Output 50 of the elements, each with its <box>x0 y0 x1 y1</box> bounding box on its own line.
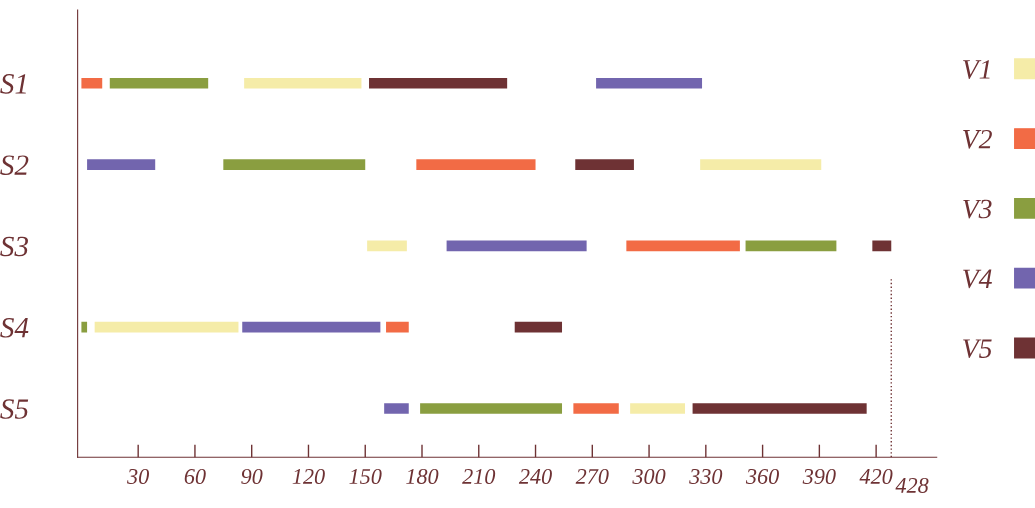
bar <box>242 321 381 333</box>
bar <box>745 240 837 252</box>
y-tick-label: S1 <box>0 74 26 94</box>
bar <box>384 403 409 414</box>
y-tick-label: S2 <box>0 155 29 175</box>
bar <box>386 321 409 333</box>
bar <box>573 403 619 414</box>
legend-label: V1 <box>963 60 990 79</box>
legend-label: V4 <box>963 269 992 289</box>
bar <box>630 403 686 414</box>
x-tick-label: 60 <box>184 468 206 484</box>
bar <box>575 159 634 170</box>
ref-line-label: 428 <box>895 477 929 493</box>
bar <box>692 403 867 414</box>
x-tick-label: 300 <box>632 468 666 484</box>
legend-label: V5 <box>963 339 992 359</box>
y-tick-label: S5 <box>0 399 29 419</box>
bar <box>416 159 536 170</box>
bar <box>87 159 156 170</box>
bar <box>81 78 103 89</box>
bar <box>109 78 209 89</box>
x-tick-label: 360 <box>745 468 779 484</box>
x-tick-label: 180 <box>406 468 439 484</box>
x-tick-label: 30 <box>127 468 149 484</box>
x-tick-label: 420 <box>859 468 893 484</box>
y-tick-label: S4 <box>0 317 29 338</box>
bar <box>446 240 587 252</box>
x-tick-label: 90 <box>241 468 263 484</box>
bar <box>420 403 563 414</box>
x-tick-label: 330 <box>689 468 723 484</box>
legend-label: V2 <box>963 129 992 149</box>
bar <box>369 78 508 89</box>
y-tick-label: S3 <box>0 236 28 257</box>
x-tick-label: 210 <box>462 468 496 484</box>
legend-label: V3 <box>963 199 992 219</box>
x-tick-label: 120 <box>292 468 325 484</box>
bar <box>872 240 892 252</box>
bar <box>367 240 407 252</box>
bar <box>223 159 366 170</box>
x-tick-label: 390 <box>802 468 836 484</box>
x-tick-label: 150 <box>349 468 382 484</box>
bar <box>514 321 563 333</box>
bar <box>81 321 88 333</box>
bar <box>244 78 362 89</box>
bar <box>626 240 740 252</box>
x-tick-label: 270 <box>575 468 609 484</box>
bar <box>94 321 239 333</box>
bar <box>700 159 822 170</box>
bar <box>596 78 703 89</box>
x-tick-label: 240 <box>518 468 552 484</box>
